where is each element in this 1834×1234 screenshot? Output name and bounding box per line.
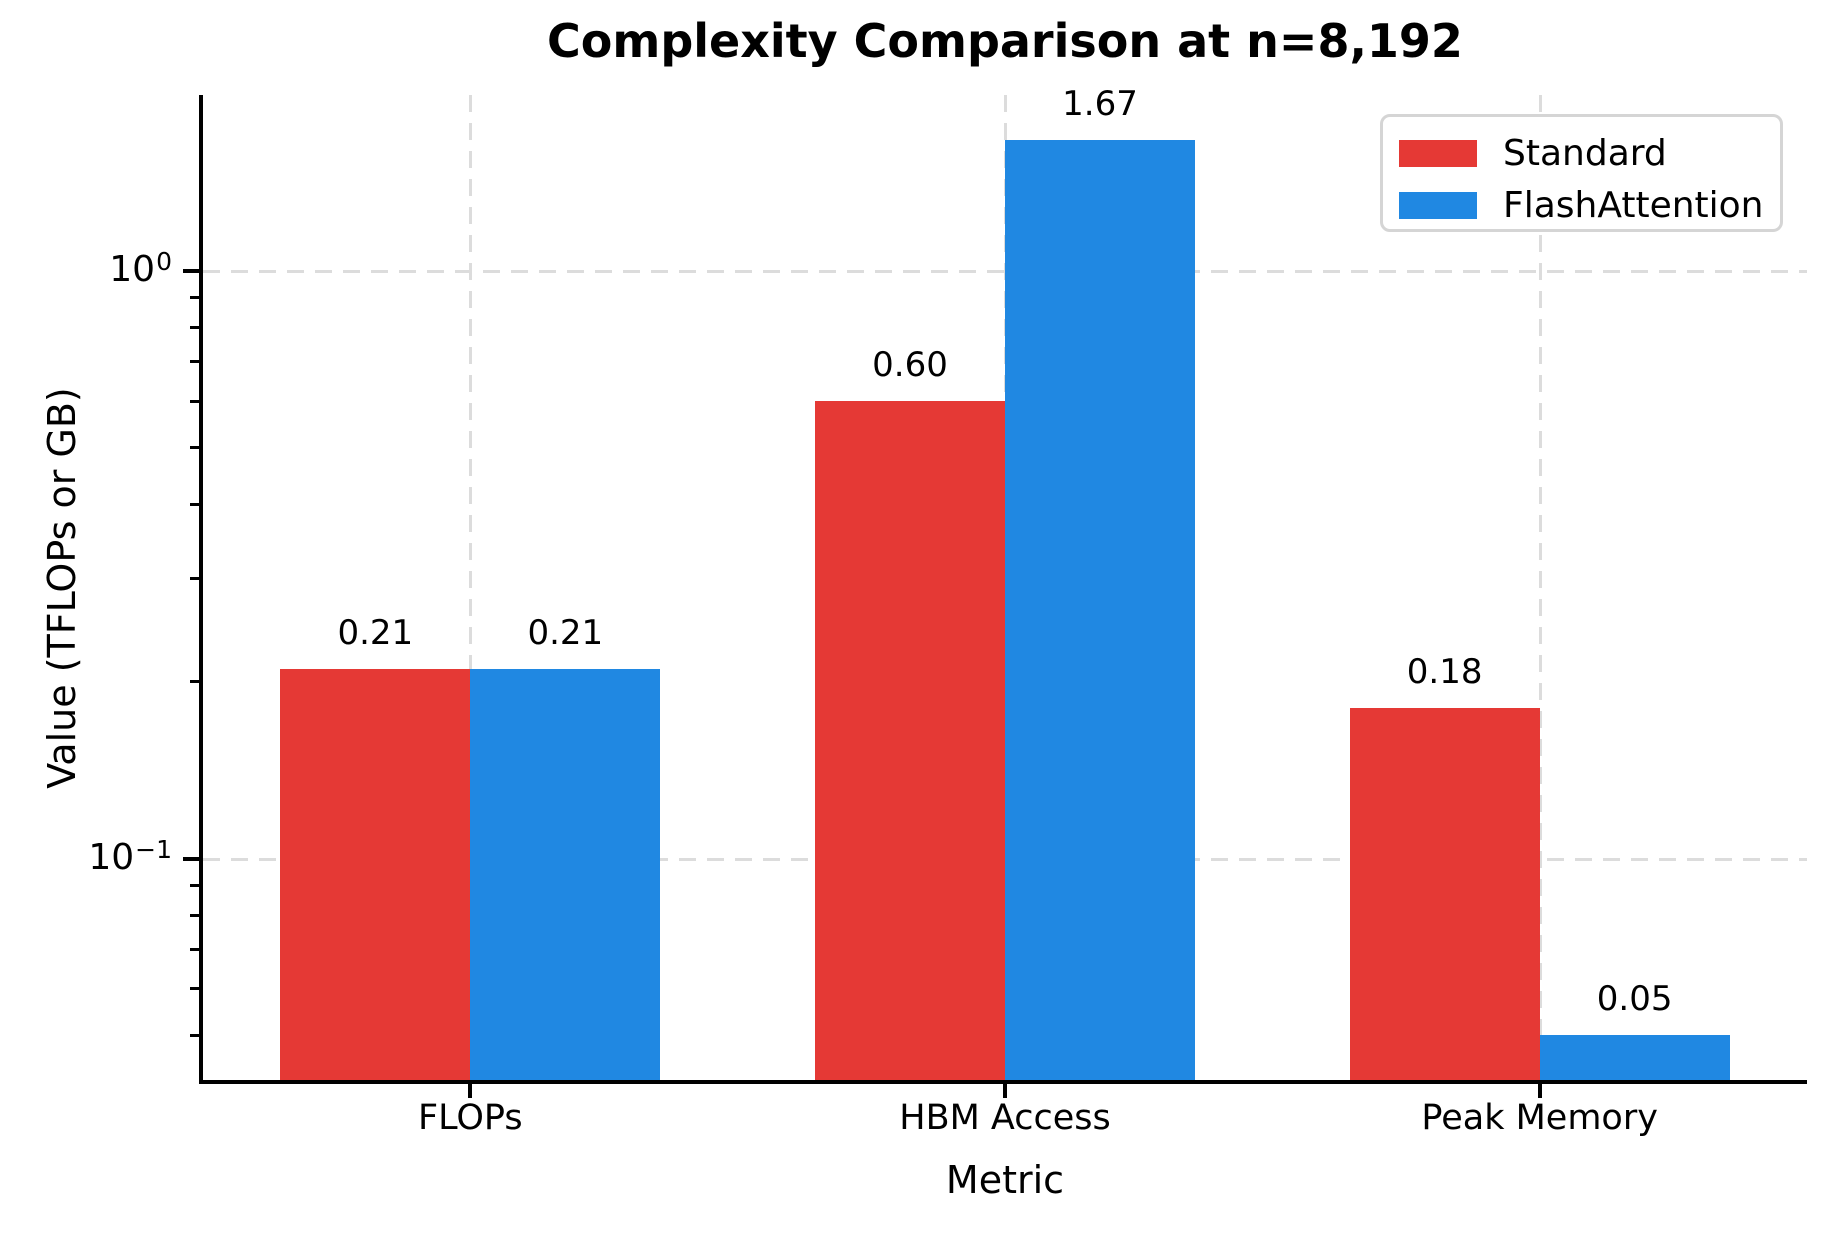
gridline-vertical bbox=[1538, 95, 1542, 1080]
legend-label: Standard bbox=[1503, 132, 1667, 174]
y-axis-spine bbox=[199, 95, 203, 1084]
bar-value-label: 0.21 bbox=[337, 613, 414, 654]
x-tick-label: HBM Access bbox=[899, 1098, 1111, 1138]
y-minor-tick bbox=[190, 883, 199, 887]
bar-value-label: 0.18 bbox=[1406, 652, 1483, 693]
y-major-tick bbox=[183, 268, 199, 273]
y-minor-tick bbox=[190, 680, 199, 684]
y-minor-tick bbox=[190, 913, 199, 917]
y-minor-tick bbox=[190, 987, 199, 991]
x-major-tick bbox=[1537, 1084, 1542, 1098]
bar-flashattention-flops bbox=[470, 669, 661, 1080]
y-minor-tick bbox=[190, 399, 199, 403]
x-tick-label: FLOPs bbox=[417, 1098, 523, 1138]
y-minor-tick bbox=[190, 576, 199, 580]
y-minor-tick bbox=[190, 360, 199, 364]
bar-standard-peak-memory bbox=[1349, 708, 1540, 1080]
legend-item-flashattention: FlashAttention bbox=[1399, 179, 1780, 231]
x-tick-label: Peak Memory bbox=[1421, 1098, 1658, 1138]
legend-label: FlashAttention bbox=[1503, 184, 1764, 226]
bar-value-label: 0.21 bbox=[527, 613, 604, 654]
y-minor-tick bbox=[190, 446, 199, 450]
bar-flashattention-hbm-access bbox=[1005, 139, 1195, 1080]
bar-value-label: 0.60 bbox=[872, 345, 948, 386]
y-minor-tick bbox=[190, 948, 199, 952]
y-minor-tick bbox=[190, 326, 199, 330]
legend: Standard FlashAttention bbox=[1380, 114, 1783, 232]
y-minor-tick bbox=[190, 296, 199, 300]
y-major-tick bbox=[183, 856, 199, 861]
legend-swatch-icon bbox=[1399, 191, 1477, 219]
legend-swatch-icon bbox=[1399, 139, 1477, 167]
bar-value-label: 0.05 bbox=[1596, 979, 1673, 1020]
bar-standard-flops bbox=[280, 669, 471, 1080]
x-axis-label: Metric bbox=[945, 1158, 1065, 1202]
bar-value-label: 1.67 bbox=[1062, 83, 1138, 124]
y-minor-tick bbox=[190, 1033, 199, 1037]
y-tick-label: 100 bbox=[109, 246, 172, 290]
x-axis-spine bbox=[199, 1080, 1807, 1084]
y-tick-label: 10−1 bbox=[88, 834, 172, 878]
y-minor-tick bbox=[190, 503, 199, 507]
legend-item-standard: Standard bbox=[1399, 127, 1780, 179]
chart-title: Complexity Comparison at n=8,192 bbox=[547, 14, 1463, 68]
x-major-tick bbox=[468, 1084, 473, 1098]
x-major-tick bbox=[1003, 1084, 1007, 1098]
bar-flashattention-peak-memory bbox=[1539, 1035, 1730, 1080]
gridline-vertical bbox=[469, 95, 473, 1080]
bar-standard-hbm-access bbox=[815, 401, 1005, 1080]
